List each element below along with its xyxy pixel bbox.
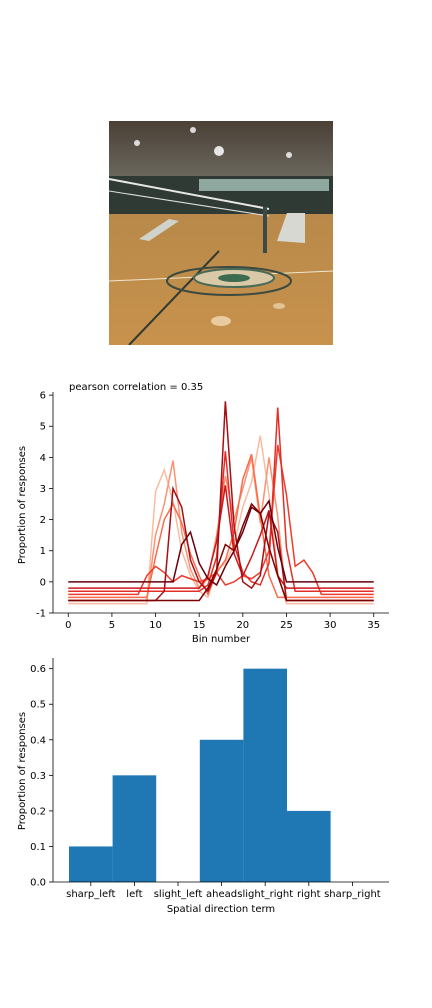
chart2-x-tick-label: sharp_left xyxy=(66,889,115,900)
chart1-y-tick-label: 1 xyxy=(40,546,46,557)
chart1-y-tick-label: 4 xyxy=(40,453,46,464)
chart1-x-tick-label: 30 xyxy=(324,620,337,631)
chart2-bar-slight_right xyxy=(243,668,287,882)
chart2-y-tick-label: 0.5 xyxy=(30,700,46,711)
chart1-xlabel: Bin number xyxy=(192,634,251,645)
chart2-ylabel: Proportion of responses xyxy=(17,712,28,830)
chart1-x-tick-label: 5 xyxy=(109,620,115,631)
chart1-series-line-8 xyxy=(68,502,374,602)
chart1-y-tick-label: 0 xyxy=(40,577,46,588)
chart2-x-tick-label: slight_left xyxy=(154,889,203,900)
chart1-x-tick-label: 35 xyxy=(367,620,380,631)
line-chart: pearson correlation = 0.35 0 5 10 15 20 25 30 3… xyxy=(17,382,389,645)
chart2-bar-left xyxy=(112,775,157,882)
chart1-series-line-2 xyxy=(68,454,374,599)
chart1-x-tick-label: 25 xyxy=(280,620,293,631)
chart1-x-tick-label: 20 xyxy=(236,620,249,631)
chart1-series-line-4 xyxy=(68,407,374,592)
chart1-x-tick-label: 0 xyxy=(65,620,71,631)
chart2-y-tick-label: 0.1 xyxy=(30,842,46,853)
chart1-y-tick-label: 6 xyxy=(40,391,46,402)
chart2-x-tick-label: slight_right xyxy=(237,889,293,900)
chart1-y-tick-label: 5 xyxy=(40,422,46,433)
chart2-x-tick-label: sharp_right xyxy=(324,889,381,900)
chart2-bar-right xyxy=(287,810,331,882)
chart2-y-tick-label: 0.2 xyxy=(30,806,46,817)
chart2-y-tick-label: 0.0 xyxy=(30,878,46,889)
chart1-series-line-5 xyxy=(68,485,374,589)
chart1-y-tick-label: -1 xyxy=(36,609,46,620)
chart2-y-tick-label: 0.4 xyxy=(30,735,46,746)
chart1-series-line-3 xyxy=(68,444,374,596)
chart1-y-tick-label: 2 xyxy=(40,515,46,526)
chart2-x-tick-label: ahead xyxy=(206,889,237,900)
chart1-y-tick-label: 3 xyxy=(40,484,46,495)
bar-chart: sharp_left left slight_left ahead slight_rig… xyxy=(17,658,389,915)
chart1-series-line-7 xyxy=(68,499,374,587)
chart1-x-tick-label: 15 xyxy=(193,620,206,631)
chart1-ylabel: Proportion of responses xyxy=(17,446,28,564)
chart2-y-tick-label: 0.6 xyxy=(30,664,46,675)
chart2-x-tick-label: left xyxy=(126,889,142,900)
chart2-x-tick-label: right xyxy=(297,889,321,900)
gym-volleyball-court-photo xyxy=(109,121,333,345)
chart2-xlabel: Spatial direction term xyxy=(167,904,275,915)
chart1-series-line-6 xyxy=(68,401,374,602)
chart2-bar-sharp_left xyxy=(69,846,113,882)
chart2-y-tick-label: 0.3 xyxy=(30,771,46,782)
chart1-title: pearson correlation = 0.35 xyxy=(69,382,203,393)
chart1-x-tick-label: 10 xyxy=(149,620,162,631)
chart2-bar-ahead xyxy=(199,739,244,882)
